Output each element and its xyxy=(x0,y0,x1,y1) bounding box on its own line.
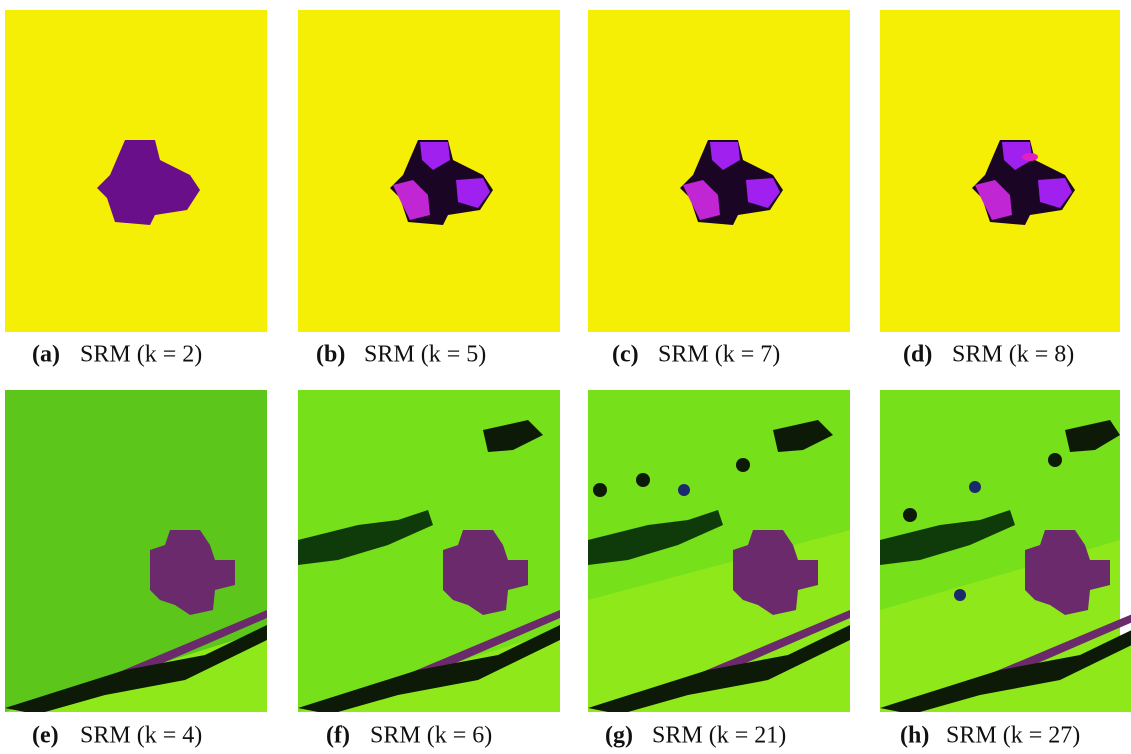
panel-caption: SRM (k = 21) xyxy=(652,723,786,749)
panel-image xyxy=(588,390,850,712)
panel-label: (e) xyxy=(32,723,59,749)
panel-image xyxy=(298,10,560,332)
panel-image xyxy=(5,10,267,332)
panel-caption: SRM (k = 8) xyxy=(952,342,1074,368)
panel-label: (d) xyxy=(903,342,932,368)
caption: (c) SRM (k = 7) xyxy=(612,342,780,368)
caption: (e) SRM (k = 4) xyxy=(32,723,202,749)
panel-label: (a) xyxy=(32,342,60,368)
panel-label: (f) xyxy=(326,723,350,749)
panel-caption: SRM (k = 6) xyxy=(370,723,492,749)
panel-label: (c) xyxy=(612,342,639,368)
panel-caption: SRM (k = 2) xyxy=(80,342,202,368)
panel-caption: SRM (k = 5) xyxy=(364,342,486,368)
caption: (h) SRM (k = 27) xyxy=(900,723,1080,749)
panel-image xyxy=(298,390,560,712)
caption: (f) SRM (k = 6) xyxy=(326,723,492,749)
panel-caption: SRM (k = 4) xyxy=(80,723,202,749)
panel-image xyxy=(880,10,1120,332)
panel-label: (g) xyxy=(605,723,633,749)
caption: (d) SRM (k = 8) xyxy=(903,342,1074,368)
panel-label: (h) xyxy=(900,723,929,749)
panel-image xyxy=(588,10,850,332)
panel-caption: SRM (k = 27) xyxy=(946,723,1080,749)
panel-image xyxy=(5,390,267,712)
panel-label: (b) xyxy=(316,342,345,368)
caption: (b) SRM (k = 5) xyxy=(316,342,486,368)
caption: (g) SRM (k = 21) xyxy=(605,723,786,749)
caption: (a) SRM (k = 2) xyxy=(32,342,202,368)
panel-caption: SRM (k = 7) xyxy=(658,342,780,368)
figure: (a) SRM (k = 2) (b) SRM (k = 5) (c) SRM … xyxy=(0,0,1131,754)
panel-image xyxy=(880,390,1131,712)
